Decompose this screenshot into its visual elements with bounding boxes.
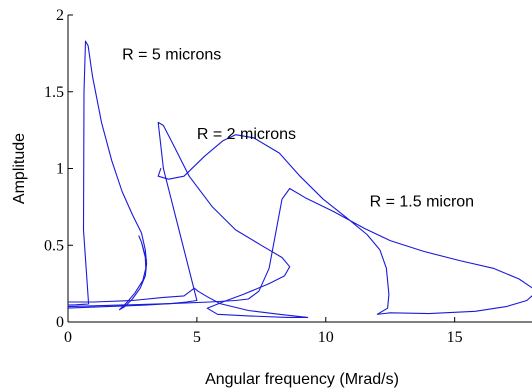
x-tick-label: 10 <box>318 329 334 346</box>
curve-annotation: R = 1.5 micron <box>370 194 474 211</box>
curve-annotation: R = 5 microns <box>122 46 221 63</box>
curves <box>68 40 532 318</box>
response-curve-1 <box>68 40 148 311</box>
y-tick-label: 0 <box>56 314 64 331</box>
annotations: R = 5 microns R = 2 microns R = 1.5 micron <box>122 46 474 210</box>
y-axis-label: Amplitude <box>11 133 28 204</box>
x-axis-label: Angular frequency (Mrad/s) <box>205 371 399 388</box>
y-tick-label: 2 <box>56 7 64 24</box>
y-tick-label: 1 <box>56 161 64 178</box>
response-curve-3 <box>68 134 532 315</box>
x-tick-label: 15 <box>447 329 463 346</box>
y-tick-label: 1.5 <box>44 84 64 101</box>
y-tick-label: 0.5 <box>44 237 64 254</box>
curve-annotation: R = 2 microns <box>197 126 296 143</box>
ticks: 0 5 10 15 0 0.5 1 1.5 2 <box>44 7 463 346</box>
x-tick-label: 5 <box>193 329 201 346</box>
x-tick-label: 0 <box>64 329 72 346</box>
response-curve-2 <box>68 121 309 318</box>
